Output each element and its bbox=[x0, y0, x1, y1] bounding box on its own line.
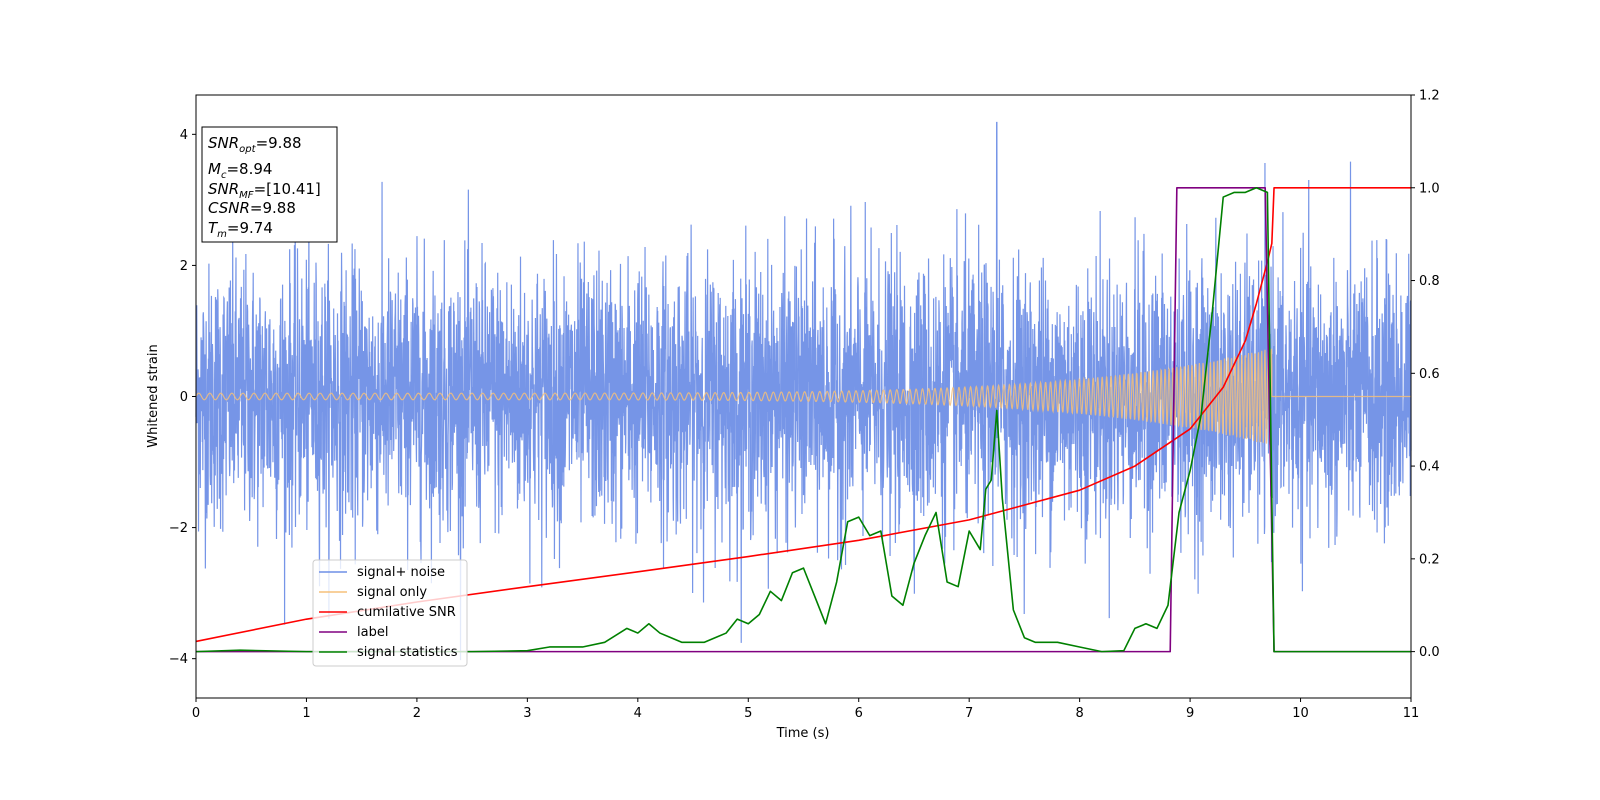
series-layer bbox=[195, 121, 1412, 661]
info-snr-opt: SNRopt=9.88 bbox=[208, 134, 302, 155]
left-y-tick-label: 0 bbox=[180, 390, 188, 405]
x-tick-label: 1 bbox=[302, 706, 310, 721]
x-tick-label: 11 bbox=[1403, 706, 1420, 721]
x-tick-label: 4 bbox=[634, 706, 642, 721]
left-y-tick-label: −2 bbox=[169, 521, 188, 536]
legend-label-signal-only: signal only bbox=[357, 585, 427, 600]
series-cumulative-snr-line bbox=[195, 186, 1411, 643]
right-y-tick-label: 1.0 bbox=[1419, 181, 1440, 196]
legend-label-signal-noise: signal+ noise bbox=[357, 565, 445, 580]
legend-label-signal-statistics: signal statistics bbox=[357, 645, 458, 660]
info-box: SNRopt=9.88 Mc=8.94 SNRMF=[10.41] CSNR=9… bbox=[201, 126, 338, 243]
x-tick-label: 2 bbox=[413, 706, 421, 721]
legend: signal+ noise signal only cumilative SNR… bbox=[312, 559, 468, 667]
info-tm: Tm=9.74 bbox=[208, 219, 273, 240]
info-csnr: CSNR=9.88 bbox=[208, 199, 296, 217]
x-tick-label: 0 bbox=[192, 706, 200, 721]
x-axis-label: Time (s) bbox=[776, 726, 830, 741]
info-snr-mf: SNRMF=[10.41] bbox=[208, 180, 321, 201]
x-tick-label: 6 bbox=[855, 706, 863, 721]
legend-label-label: label bbox=[357, 625, 388, 640]
right-y-axis: 0.0 0.2 0.4 0.6 0.8 1.0 1.2 bbox=[1411, 89, 1440, 660]
x-tick-label: 10 bbox=[1292, 706, 1309, 721]
left-y-axis: −4 −2 0 2 4 bbox=[169, 128, 196, 667]
series-signal-statistics-line bbox=[195, 186, 1411, 653]
right-y-tick-label: 0.0 bbox=[1419, 645, 1440, 660]
y-axis-label: Whitened strain bbox=[146, 344, 161, 447]
info-mc: Mc=8.94 bbox=[208, 160, 272, 181]
series-signal-only-line bbox=[195, 348, 1411, 445]
x-tick-label: 5 bbox=[744, 706, 752, 721]
left-y-tick-label: 4 bbox=[180, 128, 188, 143]
right-y-tick-label: 1.2 bbox=[1419, 89, 1440, 104]
right-y-tick-label: 0.8 bbox=[1419, 274, 1440, 289]
left-y-tick-label: −4 bbox=[169, 652, 188, 667]
right-y-tick-label: 0.2 bbox=[1419, 552, 1440, 567]
right-y-tick-label: 0.6 bbox=[1419, 367, 1440, 382]
x-tick-label: 9 bbox=[1186, 706, 1194, 721]
left-y-tick-label: 2 bbox=[180, 259, 188, 274]
legend-frame bbox=[312, 559, 468, 667]
legend-label-cumulative-snr: cumilative SNR bbox=[357, 605, 456, 620]
right-y-tick-label: 0.4 bbox=[1419, 460, 1440, 475]
x-tick-label: 7 bbox=[965, 706, 973, 721]
x-axis: 0 1 2 3 4 5 6 7 8 9 10 11 bbox=[192, 698, 1419, 721]
x-tick-label: 8 bbox=[1075, 706, 1083, 721]
info-box-frame bbox=[201, 126, 338, 243]
x-tick-label: 3 bbox=[523, 706, 531, 721]
